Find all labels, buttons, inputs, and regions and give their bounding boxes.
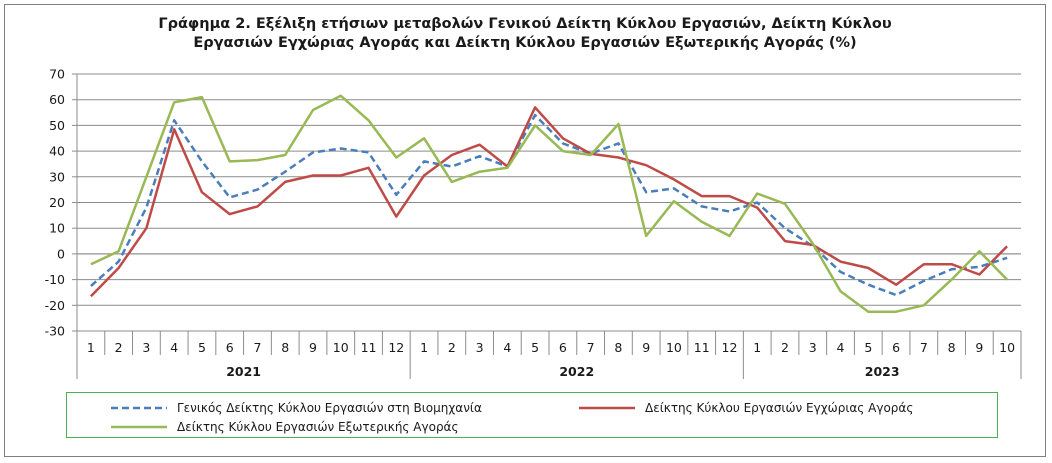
x-tick-label: 5 [198, 340, 206, 355]
chart-title: Γράφημα 2. Εξέλιξη ετήσιων μεταβολών Γεν… [5, 15, 1045, 53]
y-tick-label: -10 [45, 272, 65, 287]
x-tick-label: 12 [388, 340, 404, 355]
x-tick-label: 3 [476, 340, 484, 355]
x-tick-label: 9 [642, 340, 650, 355]
x-tick-label: 12 [722, 340, 738, 355]
x-tick-label: 2 [448, 340, 456, 355]
series-lines [90, 94, 1008, 313]
x-tick-label: 11 [361, 340, 377, 355]
x-tick-label: 5 [864, 340, 872, 355]
legend-label-external: Δείκτης Κύκλου Εργασιών Εξωτερικής Αγορά… [177, 420, 459, 434]
x-tick-label: 4 [503, 340, 511, 355]
x-tick-label: 3 [142, 340, 150, 355]
x-tick-label: 8 [948, 340, 956, 355]
legend-item-external: Δείκτης Κύκλου Εργασιών Εξωτερικής Αγορά… [109, 420, 459, 434]
legend-label-general: Γενικός Δείκτης Κύκλου Εργασιών στη Βιομ… [177, 401, 482, 415]
x-tick-label: 1 [753, 340, 761, 355]
y-tick-label: 50 [49, 118, 65, 133]
x-tick-label: 1 [420, 340, 428, 355]
year-label: 2021 [226, 364, 261, 379]
y-tick-label: 40 [49, 144, 65, 159]
legend-swatch-domestic [579, 406, 635, 410]
legend-swatch-external [111, 425, 167, 429]
y-tick-label: 60 [49, 92, 65, 107]
y-tick-label: 70 [49, 67, 65, 82]
legend-item-general: Γενικός Δείκτης Κύκλου Εργασιών στη Βιομ… [109, 401, 482, 415]
x-tick-label: 5 [531, 340, 539, 355]
x-tick-label: 10 [666, 340, 682, 355]
x-tick-label: 7 [920, 340, 928, 355]
series-line-1 [90, 106, 1008, 298]
legend-item-domestic: Δείκτης Κύκλου Εργασιών Εγχώριας Αγοράς [577, 401, 913, 415]
x-tick-label: 11 [694, 340, 710, 355]
x-tick-label: 6 [892, 340, 900, 355]
x-tick-label: 1 [87, 340, 95, 355]
x-tick-label: 3 [809, 340, 817, 355]
chart-frame: Γράφημα 2. Εξέλιξη ετήσιων μεταβολών Γεν… [4, 4, 1046, 457]
x-tick-label: 9 [975, 340, 983, 355]
x-tick-label: 8 [614, 340, 622, 355]
x-tick-label: 10 [999, 340, 1015, 355]
grid-lines [77, 73, 1021, 332]
y-tick-label: 10 [49, 221, 65, 236]
x-tick-label: 7 [253, 340, 261, 355]
y-axis-ticks: 70 60 50 40 30 20 10 0 -10 -20 -30 [45, 67, 77, 339]
x-tick-label: 4 [170, 340, 178, 355]
legend: Γενικός Δείκτης Κύκλου Εργασιών στη Βιομ… [66, 392, 998, 438]
x-tick-label: 9 [309, 340, 317, 355]
year-label: 2022 [559, 364, 594, 379]
y-tick-label: 30 [49, 169, 65, 184]
x-axis-ticks: 1 2 3 4 5 6 7 8 9 10 11 12 1 2 3 4 5 6 7 8 9 10 11 12 1 2 3 4 5 6 7 8 9 1… [76, 330, 1022, 379]
x-tick-label: 4 [837, 340, 845, 355]
x-tick-label: 6 [226, 340, 234, 355]
y-tick-label: 0 [57, 246, 65, 261]
x-tick-label: 2 [115, 340, 123, 355]
x-tick-label: 7 [587, 340, 595, 355]
y-tick-label: -30 [45, 324, 65, 339]
chart-title-line2: Εργασιών Εγχώριας Αγοράς και Δείκτη Κύκλ… [193, 35, 857, 51]
x-tick-label: 8 [281, 340, 289, 355]
year-label: 2023 [865, 364, 900, 379]
legend-swatch-general [111, 406, 167, 410]
x-tick-label: 10 [333, 340, 349, 355]
x-tick-label: 6 [559, 340, 567, 355]
y-tick-label: 20 [49, 195, 65, 210]
y-tick-label: -20 [45, 298, 65, 313]
series-line-2 [90, 94, 1008, 313]
legend-label-domestic: Δείκτης Κύκλου Εργασιών Εγχώριας Αγοράς [645, 401, 914, 415]
series-line-0 [90, 113, 1008, 297]
x-tick-label: 2 [781, 340, 789, 355]
chart-title-line1: Γράφημα 2. Εξέλιξη ετήσιων μεταβολών Γεν… [158, 16, 892, 32]
